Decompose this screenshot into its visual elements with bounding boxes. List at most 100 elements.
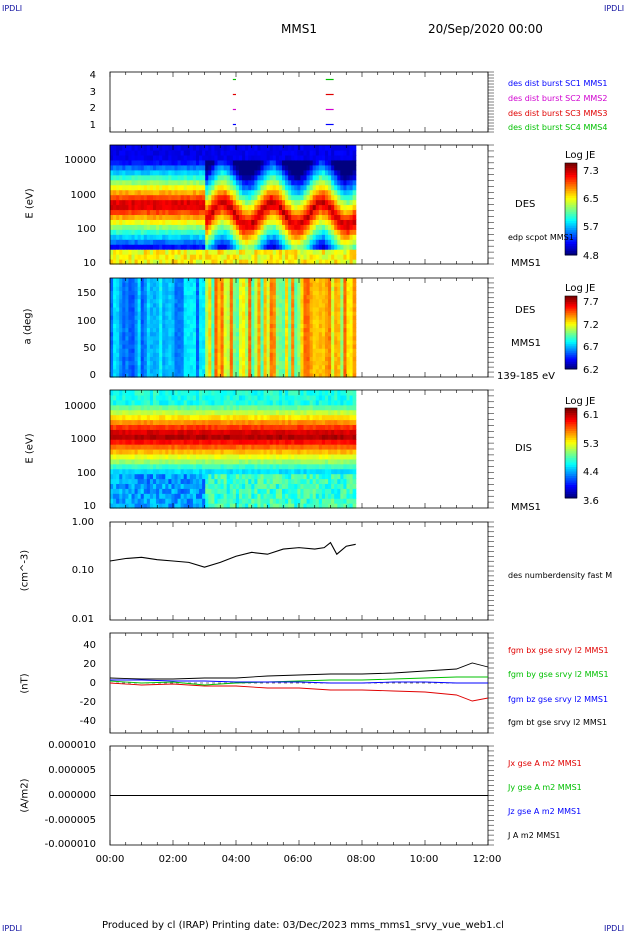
heatmap-cell <box>254 409 259 416</box>
heatmap-cell <box>343 179 348 186</box>
heatmap-cell <box>238 434 243 440</box>
heatmap-cell <box>232 429 237 435</box>
heatmap-cell <box>343 169 348 176</box>
heatmap-cell <box>137 286 142 291</box>
heatmap-cell <box>134 209 139 216</box>
heatmap-cell <box>309 364 314 370</box>
heatmap-cell <box>134 468 139 475</box>
heatmap-cell <box>315 249 320 255</box>
heatmap-cell <box>294 229 298 235</box>
heatmap-cell <box>217 249 222 255</box>
heatmap-cell <box>134 453 139 460</box>
heatmap-cell <box>278 204 283 211</box>
heatmap-cell <box>180 204 185 211</box>
heatmap-cell <box>131 419 136 426</box>
heatmap-cell <box>128 399 133 406</box>
heatmap-cell <box>211 184 216 191</box>
heatmap-cell <box>110 319 114 324</box>
heatmap-cell <box>260 214 265 220</box>
heatmap-cell <box>195 311 200 316</box>
heatmap-cell <box>156 439 160 445</box>
heatmap-cell <box>128 282 133 287</box>
heatmap-cell <box>248 174 252 181</box>
heatmap-cell <box>143 315 148 320</box>
heatmap-cell <box>119 335 123 341</box>
heatmap-cell <box>168 327 173 333</box>
heatmap-cell <box>137 298 142 304</box>
heatmap-cell <box>226 473 231 480</box>
heatmap-cell <box>174 368 179 374</box>
heatmap-cell <box>113 444 117 450</box>
heatmap-cell <box>217 424 222 430</box>
heatmap-cell <box>275 249 280 255</box>
heatmap-cell <box>171 419 176 426</box>
heatmap-cell <box>349 348 354 353</box>
heatmap-cell <box>143 290 148 296</box>
heatmap-cell <box>140 234 145 240</box>
heatmap-cell <box>269 311 274 316</box>
heatmap-cell <box>352 219 357 225</box>
heatmap-cell <box>315 194 320 201</box>
heatmap-cell <box>220 214 225 220</box>
heatmap-cell <box>266 234 271 240</box>
heatmap-cell <box>180 414 185 421</box>
heatmap-cell <box>343 214 348 220</box>
heatmap-cell <box>272 184 277 191</box>
heatmap-cell <box>180 239 185 245</box>
heatmap-cell <box>346 239 351 245</box>
heatmap-cell <box>168 254 173 260</box>
heatmap-cell <box>340 348 345 353</box>
heatmap-cell <box>285 298 289 304</box>
heatmap-cell <box>125 503 130 509</box>
heatmap-cell <box>324 360 329 366</box>
heatmap-cell <box>211 335 216 341</box>
heatmap-cell <box>211 306 216 312</box>
heatmap-cell <box>312 315 317 320</box>
heatmap-cell <box>122 488 126 494</box>
heatmap-cell <box>232 174 237 181</box>
heatmap-cell <box>165 404 169 411</box>
heatmap-cell <box>183 327 188 333</box>
heatmap-cell <box>159 229 163 235</box>
heatmap-cell <box>199 483 203 489</box>
heatmap-cell <box>192 352 197 357</box>
heatmap-cell <box>269 290 274 296</box>
heatmap-cell <box>281 339 286 345</box>
heatmap-cell <box>220 327 225 333</box>
heatmap-cell <box>116 458 120 465</box>
heatmap-cell <box>275 348 280 353</box>
heatmap-cell <box>229 453 234 460</box>
heatmap-cell <box>211 179 216 186</box>
heatmap-cell <box>346 286 351 291</box>
heatmap-cell <box>217 315 222 320</box>
heatmap-cell <box>346 348 351 353</box>
heatmap-cell <box>349 219 354 225</box>
heatmap-cell <box>143 184 148 191</box>
heatmap-cell <box>177 169 182 176</box>
heatmap-cell <box>245 298 249 304</box>
heatmap-cell <box>263 154 268 161</box>
heatmap-cell <box>229 368 234 374</box>
heatmap-cell <box>171 302 176 308</box>
heatmap-cell <box>137 394 142 401</box>
heatmap-cell <box>180 498 185 504</box>
heatmap-cell <box>116 488 120 494</box>
heatmap-cell <box>281 344 286 349</box>
heatmap-cell <box>352 339 357 345</box>
heatmap-cell <box>205 214 209 220</box>
heatmap-cell <box>229 249 234 255</box>
heatmap-cell <box>272 204 277 211</box>
heatmap-cell <box>211 503 216 509</box>
heatmap-cell <box>122 473 126 480</box>
heatmap-cell <box>149 278 154 283</box>
heatmap-cell <box>122 335 126 341</box>
heatmap-cell <box>328 294 332 300</box>
heatmap-cell <box>340 352 345 357</box>
heatmap-cell <box>168 360 173 366</box>
heatmap-cell <box>171 149 176 156</box>
heatmap-cell <box>125 488 130 494</box>
heatmap-cell <box>116 399 120 406</box>
heatmap-cell <box>235 439 240 445</box>
heatmap-cell <box>266 154 271 161</box>
heatmap-cell <box>352 224 357 230</box>
